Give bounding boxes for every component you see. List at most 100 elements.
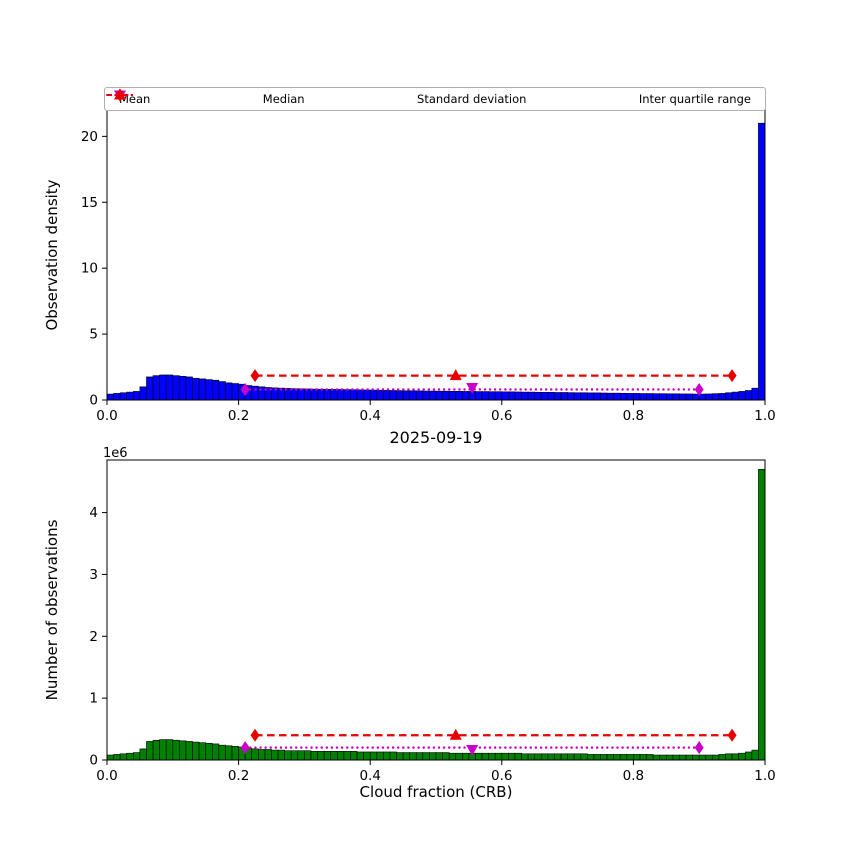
hist-bar — [738, 752, 746, 761]
hist-bar — [692, 393, 700, 401]
diamond-icon — [107, 88, 133, 102]
y-tick-label: 0 — [89, 753, 98, 769]
hist-bar — [231, 746, 239, 761]
hist-bar — [573, 753, 582, 761]
diamond-marker — [250, 369, 260, 383]
hist-bar — [304, 388, 312, 401]
hist-bar — [698, 754, 707, 761]
y-tick-label: 15 — [81, 195, 98, 211]
hist-bar — [317, 751, 325, 761]
y-tick-label: 20 — [81, 129, 98, 145]
xlabel: Cloud fraction (CRB) — [360, 783, 513, 801]
hist-bar — [705, 393, 713, 401]
hist-bar — [633, 393, 641, 401]
hist-bar — [383, 751, 391, 761]
hist-bar — [383, 390, 391, 401]
hist-bar — [679, 754, 687, 761]
hist-bar — [718, 393, 726, 401]
top-ylabel: Observation density — [43, 179, 61, 330]
hist-bar — [488, 752, 496, 761]
hist-bar — [159, 374, 167, 401]
hist-bar — [310, 388, 318, 401]
hist-bar — [435, 752, 443, 761]
plot-title: 2025-09-19 — [390, 428, 483, 447]
hist-bar — [593, 392, 601, 401]
hist-bar — [646, 754, 654, 761]
hist-bar — [488, 391, 496, 401]
triangle-down-marker — [466, 382, 479, 394]
hist-bar — [119, 392, 128, 401]
y-tick-label: 0 — [89, 393, 98, 409]
diamond-marker — [727, 369, 737, 383]
annotations — [240, 728, 737, 756]
diamond-marker — [115, 88, 125, 102]
hist-bar — [179, 375, 187, 401]
hist-bar — [376, 751, 384, 761]
hist-bar — [159, 739, 167, 761]
hist-bar — [277, 749, 285, 761]
histogram-bars — [106, 122, 766, 401]
hist-bar — [567, 392, 575, 401]
hist-bar — [165, 374, 174, 401]
hist-bar — [198, 742, 206, 761]
hist-bar — [343, 751, 351, 761]
hist-bar — [540, 753, 549, 761]
hist-bar — [264, 749, 272, 761]
hist-bar — [231, 383, 239, 401]
hist-bar — [139, 748, 147, 761]
hist-bar — [554, 753, 562, 761]
hist-bar — [271, 749, 279, 761]
hist-bar — [422, 390, 430, 401]
hist-bar — [587, 392, 595, 401]
hist-bar — [139, 386, 147, 401]
hist-bar — [218, 744, 226, 761]
hist-bar — [323, 751, 332, 761]
hist-bar — [547, 753, 555, 761]
hist-bar — [698, 393, 707, 401]
triangle-up-marker — [449, 728, 462, 740]
x-tick-label: 1.0 — [754, 768, 775, 784]
diamond-marker — [240, 382, 250, 396]
hist-bar — [725, 392, 733, 401]
hist-bar — [527, 391, 535, 401]
hist-bar — [396, 390, 404, 401]
bottom-ylabel: Number of observations — [43, 519, 61, 700]
hist-bar — [534, 753, 542, 761]
hist-bar — [152, 375, 160, 401]
hist-bar — [494, 391, 503, 401]
hist-bar — [475, 752, 483, 761]
hist-bar — [422, 752, 430, 761]
hist-bar — [133, 391, 141, 401]
hist-bar — [415, 390, 424, 401]
hist-bar — [758, 468, 766, 761]
hist-bar — [534, 391, 542, 401]
diamond-marker — [694, 382, 704, 396]
hist-bar — [606, 392, 614, 401]
hist-bar — [744, 751, 753, 761]
y-tick-label: 2 — [89, 629, 98, 645]
hist-bar — [356, 389, 364, 401]
hist-bar — [343, 389, 351, 401]
hist-bar — [350, 389, 358, 401]
hist-bar — [462, 752, 470, 761]
hist-bar — [547, 392, 555, 401]
hist-bar — [310, 751, 318, 761]
hist-bar — [751, 387, 759, 401]
x-tick-label: 0.2 — [228, 408, 249, 424]
hist-bar — [146, 376, 154, 401]
hist-bar — [587, 754, 595, 761]
hist-bar — [415, 752, 424, 761]
legend-item-median: Median — [114, 88, 305, 106]
hist-bar — [113, 754, 121, 761]
hist-bar — [626, 393, 634, 401]
hist-bar — [409, 390, 417, 401]
axes-frame — [106, 109, 766, 401]
hist-bar — [165, 739, 174, 761]
hist-bar — [435, 390, 443, 401]
bottom-histogram-plot: 0.0 0.2 0.4 0.6 0.8 1.0 0 1 2 3 4 — [89, 459, 776, 784]
hist-bar — [356, 751, 364, 761]
histogram-bars — [106, 468, 766, 761]
hist-bar — [672, 754, 680, 761]
y-tick-label: 5 — [89, 327, 98, 343]
hist-bar — [665, 754, 674, 761]
